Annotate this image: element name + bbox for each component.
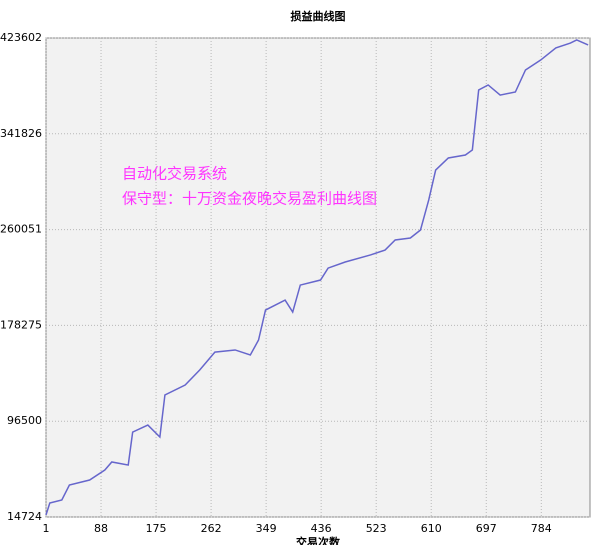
- y-tick-label: 341826: [0, 127, 42, 140]
- x-tick-label: 436: [311, 522, 332, 535]
- plot-area: [45, 37, 591, 518]
- series-line: [45, 39, 589, 516]
- annotation: 保守型：十万资金夜晚交易盈利曲线图: [122, 190, 377, 208]
- y-tick-label: 14724: [7, 510, 42, 523]
- x-tick-label: 784: [531, 522, 552, 535]
- annotation: 自动化交易系统: [122, 165, 227, 183]
- y-tick-label: 423602: [0, 31, 42, 44]
- chart-title: 损益曲线图: [291, 9, 346, 23]
- x-tick-label: 610: [421, 522, 442, 535]
- x-tick-label: 1: [43, 522, 50, 535]
- y-tick-label: 260051: [0, 223, 42, 236]
- x-tick-label: 175: [146, 522, 167, 535]
- y-tick-label: 178275: [0, 318, 42, 331]
- x-tick-label: 262: [201, 522, 222, 535]
- x-tick-label: 88: [94, 522, 108, 535]
- x-tick-label: 349: [256, 522, 277, 535]
- x-tick-label: 523: [366, 522, 387, 535]
- x-axis-label: 交易次数: [296, 535, 341, 545]
- y-tick-label: 96500: [7, 414, 42, 427]
- x-tick-label: 697: [476, 522, 497, 535]
